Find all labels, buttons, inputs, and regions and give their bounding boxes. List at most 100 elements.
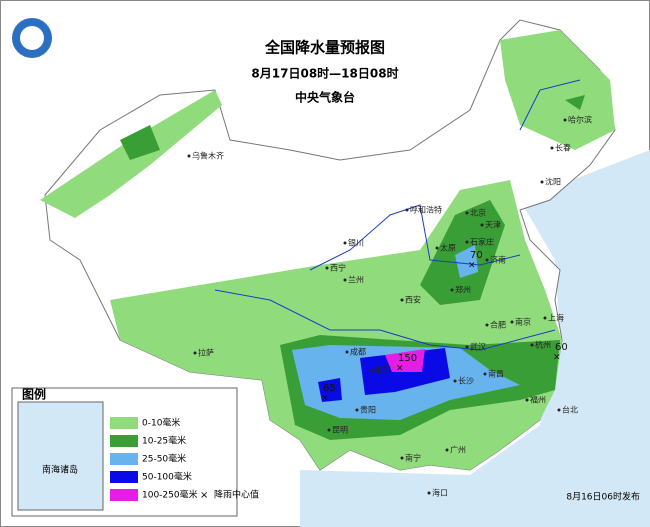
rain-area xyxy=(565,95,585,110)
rain-area xyxy=(500,30,615,150)
center-mark: × xyxy=(396,364,404,374)
city-label: 拉萨 xyxy=(198,348,214,358)
city-dot xyxy=(557,408,561,412)
title: 全国降水量预报图 xyxy=(264,39,385,57)
city-dot xyxy=(427,491,431,495)
city-dot xyxy=(530,343,534,347)
city-dot xyxy=(465,240,469,244)
city-dot xyxy=(465,211,469,215)
city-dot xyxy=(327,428,331,432)
city-dot xyxy=(405,208,409,212)
center-mark: × xyxy=(468,261,476,271)
city-label: 武汉 xyxy=(470,342,486,352)
legend-swatch xyxy=(110,417,138,429)
city-label: 南昌 xyxy=(488,369,504,379)
city-dot xyxy=(563,118,567,122)
city-dot xyxy=(355,408,359,412)
city-dot xyxy=(543,316,547,320)
legend-label: 100-250毫米 xyxy=(142,489,198,501)
legend-swatch xyxy=(110,453,138,465)
city-dot xyxy=(483,372,487,376)
river xyxy=(519,79,581,131)
city-label: 济南 xyxy=(490,255,506,265)
city-label: 呼和浩特 xyxy=(410,205,442,215)
city-label: 海口 xyxy=(432,488,448,498)
city-label: 哈尔滨 xyxy=(568,115,592,125)
city-dot xyxy=(445,448,449,452)
city-dot xyxy=(343,278,347,282)
rain-area xyxy=(455,245,478,278)
center-value: 65 xyxy=(323,383,336,394)
city-label: 昆明 xyxy=(332,426,348,435)
city-dot xyxy=(193,351,197,355)
city-dot xyxy=(400,298,404,302)
legend-title: 图例 xyxy=(22,387,46,402)
city-label: 北京 xyxy=(470,208,486,218)
sea xyxy=(300,150,650,527)
rain-area xyxy=(318,378,342,402)
legend-swatch xyxy=(110,435,138,447)
city-label: 天津 xyxy=(485,220,501,230)
city-label: 银川 xyxy=(348,238,364,248)
inset-map xyxy=(17,401,104,511)
rain-area xyxy=(385,349,425,372)
city-label: 重庆 xyxy=(375,365,391,375)
legend-label: 0-10毫米 xyxy=(142,417,180,429)
city-label: 台北 xyxy=(562,405,578,415)
city-dot xyxy=(525,398,529,402)
legend-items: 0-10毫米 10-25毫米 25-50毫米 50-100毫米 100-250毫米 × 降雨… xyxy=(110,417,259,501)
river xyxy=(214,289,556,351)
city-dot xyxy=(435,246,439,250)
rain-areas xyxy=(40,30,615,470)
city-label: 兰州 xyxy=(348,275,364,285)
city-label: 郑州 xyxy=(455,285,471,295)
city-dot xyxy=(325,266,329,270)
subtitle: 8月17日08时—18日08时 xyxy=(251,66,398,81)
city-dot xyxy=(485,323,489,327)
footer: 8月16日06时发布 xyxy=(566,491,640,503)
center-mark: × xyxy=(553,353,561,363)
city-label: 成都 xyxy=(350,347,366,357)
city-label: 合肥 xyxy=(490,320,506,330)
city-label: 沈阳 xyxy=(545,177,561,187)
logo-inner xyxy=(20,26,44,50)
city-label: 长春 xyxy=(555,143,571,153)
city-label: 贵阳 xyxy=(360,405,376,415)
city-label: 南京 xyxy=(515,317,531,327)
center-mark: × xyxy=(321,394,329,404)
river xyxy=(309,204,521,271)
legend-label: 25-50毫米 xyxy=(142,453,186,465)
rain-centers: ×150×65×70×60 xyxy=(321,250,568,404)
rivers xyxy=(214,79,581,351)
issuer: 中央气象台 xyxy=(295,90,355,105)
city-dot xyxy=(345,350,349,354)
city-dot xyxy=(485,258,489,262)
city-label: 广州 xyxy=(450,445,466,455)
city-label: 西宁 xyxy=(330,263,346,273)
legend-label: 50-100毫米 xyxy=(142,471,192,483)
city-dot xyxy=(510,320,514,324)
inset-label: 南海诸岛 xyxy=(42,464,78,476)
center-value: 70 xyxy=(470,250,483,261)
legend-swatch xyxy=(110,471,138,483)
city-dot xyxy=(187,154,191,158)
city-dot xyxy=(343,241,347,245)
legend-center-mark: × xyxy=(200,490,208,501)
city-label: 长沙 xyxy=(458,376,474,386)
legend-center-label: 降雨中心值 xyxy=(214,489,259,501)
city-dot xyxy=(465,345,469,349)
legend-swatch xyxy=(110,489,138,501)
city-label: 太原 xyxy=(440,243,456,253)
city-dot xyxy=(453,379,457,383)
city-label: 福州 xyxy=(530,396,546,405)
city-label: 乌鲁木齐 xyxy=(192,151,224,161)
city-dot xyxy=(450,288,454,292)
center-value: 60 xyxy=(555,342,568,353)
city-dot xyxy=(480,223,484,227)
rain-area xyxy=(120,125,160,160)
city-dot xyxy=(540,180,544,184)
city-dot xyxy=(370,368,374,372)
city-label: 上海 xyxy=(548,313,564,323)
